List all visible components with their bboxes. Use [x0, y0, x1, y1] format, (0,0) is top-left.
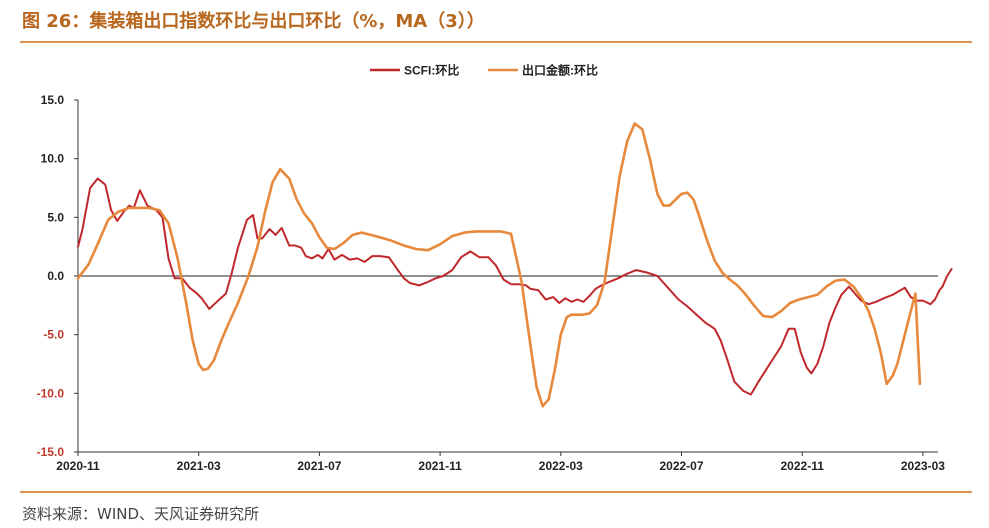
legend-label: 出口金额:环比 — [522, 63, 598, 78]
source-rule — [20, 491, 972, 493]
y-tick-label: -10.0 — [37, 386, 65, 400]
x-tick-label: 2023-03 — [901, 459, 945, 473]
y-tick-label: 5.0 — [47, 210, 64, 224]
y-tick-label: 10.0 — [41, 152, 65, 166]
x-tick-label: 2021-11 — [418, 459, 462, 473]
figure-title: 图 26：集装箱出口指数环比与出口环比（%，MA（3）） — [22, 11, 485, 32]
source-note: 资料来源：WIND、天风证券研究所 — [22, 505, 260, 523]
x-tick-label: 2022-11 — [781, 459, 825, 473]
legend-label: SCFI:环比 — [404, 63, 459, 78]
x-tick-label: 2021-07 — [297, 459, 341, 473]
y-tick-label: -15.0 — [37, 445, 65, 459]
x-tick-label: 2022-03 — [539, 459, 583, 473]
y-tick-label: 0.0 — [47, 269, 64, 283]
series-line-scfi — [77, 177, 953, 396]
series-line-export — [76, 122, 922, 408]
y-tick-label: 15.0 — [41, 93, 65, 107]
title-rule — [20, 41, 972, 43]
x-tick-label: 2022-07 — [659, 459, 703, 473]
y-tick-label: -5.0 — [43, 328, 64, 342]
x-tick-label: 2020-11 — [56, 459, 100, 473]
x-tick-label: 2021-03 — [177, 459, 221, 473]
